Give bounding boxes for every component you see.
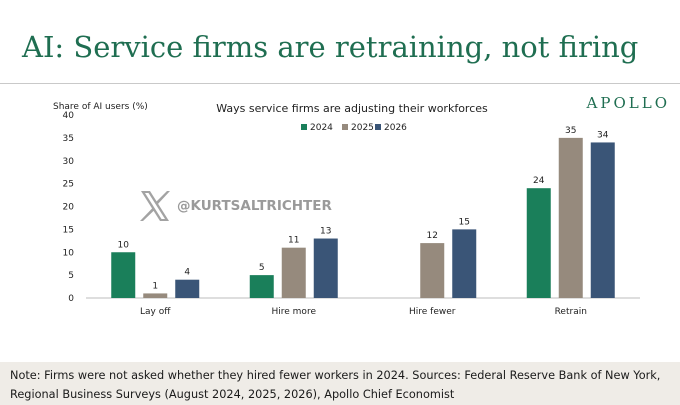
data-label: 12 <box>427 231 438 241</box>
bar-2025-hire-more <box>281 247 306 298</box>
y-tick-label: 35 <box>63 134 74 144</box>
data-label: 11 <box>288 236 299 246</box>
data-label: 5 <box>259 263 265 273</box>
chart-legend: 2024 2025 2026 <box>301 123 407 133</box>
y-tick-label: 25 <box>63 180 74 190</box>
y-tick-label: 10 <box>63 248 75 258</box>
bar-chart: Share of AI users (%) Ways service firms… <box>53 102 640 317</box>
bar-2025-retrain <box>558 137 583 298</box>
y-tick-label: 0 <box>68 294 74 304</box>
bar-2026-lay-off <box>175 279 200 298</box>
data-label: 13 <box>320 227 331 237</box>
x-tick-label: Hire fewer <box>409 307 456 317</box>
x-tick-label: Retrain <box>555 307 587 317</box>
y-tick-label: 5 <box>68 271 74 281</box>
watermark-handle: @KURTSALTRICHTER <box>177 198 332 214</box>
data-label: 1 <box>152 281 158 291</box>
y-tick-label: 40 <box>63 111 75 121</box>
brand-logo: APOLLO <box>586 94 670 112</box>
legend-swatch-2026 <box>375 124 381 130</box>
legend-swatch-2025 <box>342 124 348 130</box>
y-axis-ticks: 0 5 10 15 20 25 30 35 40 <box>63 111 75 304</box>
y-tick-label: 30 <box>63 157 75 167</box>
y-tick-label: 15 <box>63 225 74 235</box>
x-logo-icon <box>140 191 170 221</box>
chart-title: Ways service firms are adjusting their w… <box>216 102 488 115</box>
bar-2026-hire-fewer <box>452 229 477 298</box>
legend-swatch-2024 <box>301 124 307 130</box>
bar-2026-hire-more <box>313 238 338 298</box>
data-label: 24 <box>533 176 545 186</box>
data-label: 34 <box>597 130 609 140</box>
bar-2024-retrain <box>526 188 551 298</box>
legend-label-2026: 2026 <box>384 123 407 133</box>
bar-2025-hire-fewer <box>420 243 445 298</box>
legend-label-2024: 2024 <box>310 123 333 133</box>
data-label: 4 <box>184 268 190 278</box>
footnote: Note: Firms were not asked whether they … <box>0 362 680 405</box>
bar-2024-lay-off <box>111 252 136 298</box>
x-axis-labels: Lay off Hire more Hire fewer Retrain <box>140 307 587 317</box>
watermark: @KURTSALTRICHTER <box>137 187 332 225</box>
page-title: AI: Service firms are retraining, not fi… <box>22 30 639 64</box>
x-tick-label: Lay off <box>140 307 171 317</box>
data-label: 35 <box>565 126 576 136</box>
title-divider <box>0 83 680 84</box>
bar-2026-retrain <box>590 142 615 298</box>
bar-series: 10 1 4 5 11 13 12 15 24 35 34 <box>111 126 615 298</box>
y-axis-label: Share of AI users (%) <box>53 102 148 112</box>
x-tick-label: Hire more <box>272 307 317 317</box>
bar-2024-hire-more <box>249 275 274 298</box>
data-label: 15 <box>459 217 470 227</box>
bar-2025-lay-off <box>143 293 168 298</box>
y-tick-label: 20 <box>63 203 75 213</box>
data-label: 10 <box>118 240 130 250</box>
legend-label-2025: 2025 <box>351 123 374 133</box>
